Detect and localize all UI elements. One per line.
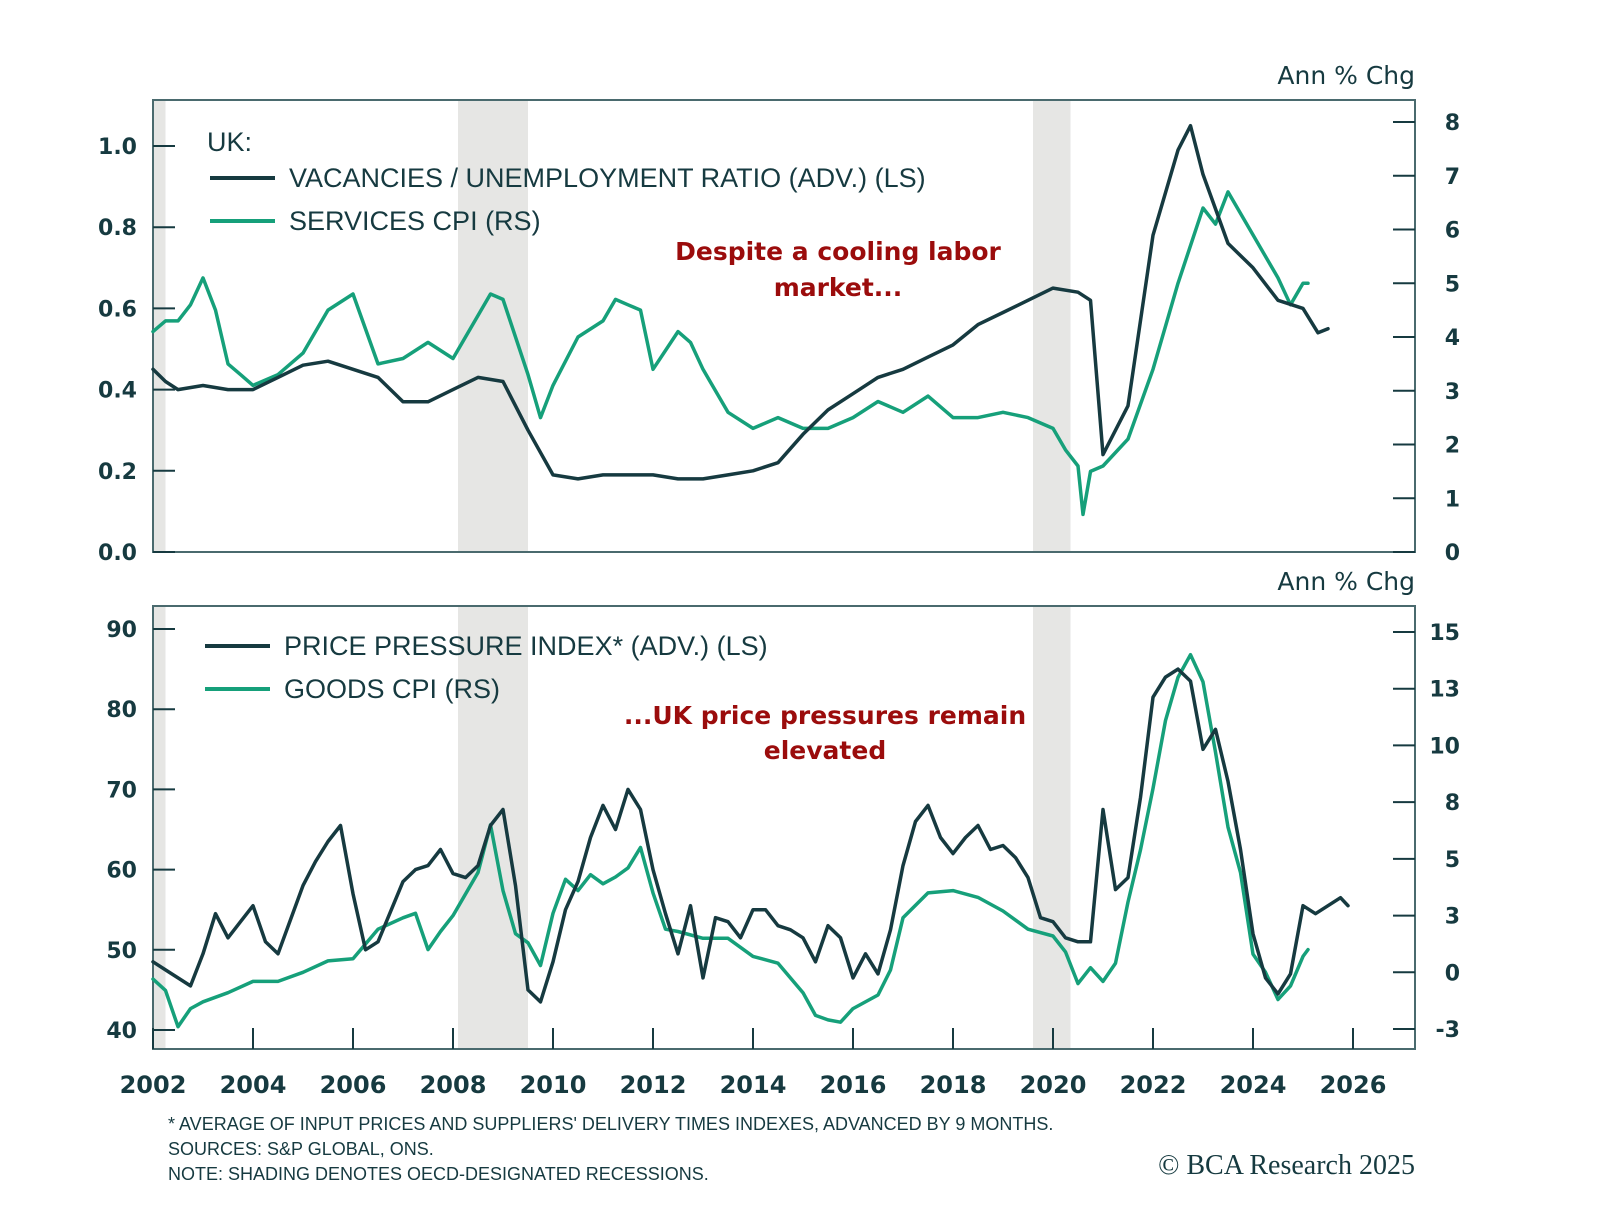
top-right-tick-label: 4 <box>1445 326 1460 351</box>
bottom-series-dark <box>151 667 1350 1004</box>
top-series-green <box>151 190 1310 517</box>
legend-label-price-pressure: PRICE PRESSURE INDEX* (ADV.) (LS) <box>284 631 768 661</box>
top-left-tick-label: 1.0 <box>98 135 137 160</box>
x-tick-label: 2002 <box>120 1071 187 1099</box>
x-tick-label: 2016 <box>820 1071 887 1099</box>
top-left-axis: 0.0 0.2 0.4 0.6 0.8 1.0 <box>98 135 175 566</box>
bottom-right-tick-label: 5 <box>1445 848 1460 873</box>
x-tick-label: 2008 <box>420 1071 487 1099</box>
x-tick-label: 2024 <box>1220 1071 1287 1099</box>
x-tick-label: 2012 <box>620 1071 687 1099</box>
bottom-left-tick-label: 50 <box>106 939 137 964</box>
x-tick-label: 2006 <box>320 1071 387 1099</box>
top-right-tick-label: 3 <box>1445 380 1460 405</box>
bottom-plot-frame <box>152 605 1416 1050</box>
x-tick-label: 2022 <box>1120 1071 1187 1099</box>
top-left-tick-label: 0.6 <box>98 297 137 322</box>
bottom-right-tick-label: 13 <box>1429 678 1460 703</box>
legend-label-goods-cpi: GOODS CPI (RS) <box>284 674 500 704</box>
top-left-tick-label: 0.4 <box>98 379 137 404</box>
top-annotation-line2: market... <box>774 273 903 302</box>
top-right-tick-label: 0 <box>1445 541 1460 566</box>
bottom-right-tick-label: 0 <box>1445 961 1460 986</box>
top-right-tick-label: 8 <box>1445 111 1460 136</box>
x-tick-label: 2014 <box>720 1071 787 1099</box>
bottom-right-tick-label: 10 <box>1429 734 1460 759</box>
top-left-tick-label: 0.2 <box>98 460 137 485</box>
bottom-left-tick-label: 90 <box>106 618 137 643</box>
x-tick-label: 2004 <box>220 1071 287 1099</box>
top-series <box>151 123 1330 517</box>
bottom-recession-band <box>1033 606 1071 1049</box>
bottom-recession-band <box>153 606 166 1049</box>
top-recession-band <box>458 100 528 552</box>
top-series-dark <box>151 123 1330 481</box>
top-plot-frame <box>152 99 1416 553</box>
footnote-sources: SOURCES: S&P GLOBAL, ONS. <box>168 1139 434 1159</box>
x-axis: 2002 2004 2006 2008 2010 2012 2014 2016 2018 2020… <box>120 1028 1387 1099</box>
top-right-tick-label: 2 <box>1445 434 1460 459</box>
top-panel: 0.0 0.2 0.4 0.6 0.8 1.0 0 1 2 3 4 5 6 7 8 Ann % Chg U… <box>98 61 1460 566</box>
bottom-right-axis-unit: Ann % Chg <box>1277 567 1415 596</box>
top-right-axis-unit: Ann % Chg <box>1277 61 1415 90</box>
top-right-tick-label: 7 <box>1445 165 1460 190</box>
bottom-annotation-line1: ...UK price pressures remain <box>624 701 1026 730</box>
bottom-right-tick-label: 3 <box>1445 905 1460 930</box>
bottom-right-tick-label: -3 <box>1436 1018 1460 1043</box>
bottom-panel: 40 50 60 70 80 90 -3 0 3 5 8 10 13 15 Ann % Chg PRIC… <box>106 567 1460 1050</box>
top-recession-band <box>1033 100 1071 552</box>
top-left-tick-label: 0.8 <box>98 216 137 241</box>
top-left-tick-label: 0.0 <box>98 541 137 566</box>
bottom-left-axis: 40 50 60 70 80 90 <box>106 618 175 1044</box>
bottom-right-axis: -3 0 3 5 8 10 13 15 <box>1393 621 1460 1043</box>
footnote-shading: NOTE: SHADING DENOTES OECD-DESIGNATED RE… <box>168 1164 709 1184</box>
x-tick-label: 2026 <box>1320 1071 1387 1099</box>
top-right-tick-label: 5 <box>1445 272 1460 297</box>
top-right-tick-label: 6 <box>1445 219 1460 244</box>
bottom-annotation-line2: elevated <box>764 736 886 765</box>
top-recession-shading <box>153 100 1071 552</box>
x-tick-label: 2020 <box>1020 1071 1087 1099</box>
top-legend-title: UK: <box>207 127 252 157</box>
x-tick-label: 2010 <box>520 1071 587 1099</box>
top-right-tick-label: 1 <box>1445 487 1460 512</box>
bottom-right-tick-label: 8 <box>1445 791 1460 816</box>
top-right-axis: 0 1 2 3 4 5 6 7 8 <box>1393 111 1460 566</box>
copyright: © BCA Research 2025 <box>1158 1150 1415 1181</box>
bottom-left-tick-label: 80 <box>106 698 137 723</box>
bottom-left-tick-label: 40 <box>106 1019 137 1044</box>
x-tick-label: 2018 <box>920 1071 987 1099</box>
top-annotation-line1: Despite a cooling labor <box>675 237 1001 266</box>
bottom-left-tick-label: 60 <box>106 859 137 884</box>
bottom-right-tick-label: 15 <box>1429 621 1460 646</box>
footnote-asterisk: * AVERAGE OF INPUT PRICES AND SUPPLIERS'… <box>168 1114 1054 1134</box>
bottom-series-green <box>151 652 1310 1029</box>
bottom-recession-band <box>458 606 528 1049</box>
bottom-left-tick-label: 70 <box>106 778 137 803</box>
bottom-recession-shading <box>153 606 1071 1049</box>
legend-label-vacancies: VACANCIES / UNEMPLOYMENT RATIO (ADV.) (L… <box>289 163 926 193</box>
bottom-series <box>151 652 1350 1029</box>
legend-label-services-cpi: SERVICES CPI (RS) <box>289 206 541 236</box>
